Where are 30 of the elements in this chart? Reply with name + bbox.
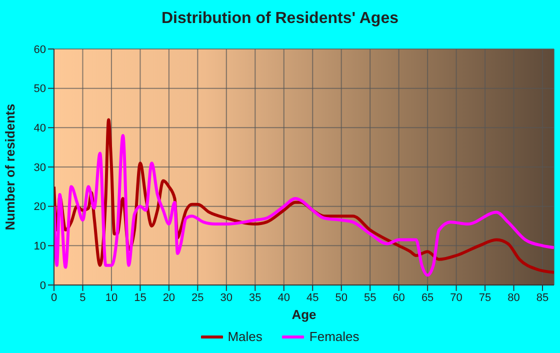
x-tick-label: 30 [220, 292, 233, 304]
x-tick-label: 85 [536, 292, 549, 304]
x-tick-label: 35 [249, 292, 262, 304]
x-tick-label: 10 [105, 292, 118, 304]
y-tick-label: 30 [34, 162, 46, 174]
legend-label: Males [226, 329, 262, 344]
y-tick-label: 10 [34, 240, 46, 253]
x-tick-label: 5 [80, 292, 86, 304]
x-tick-label: 65 [421, 292, 434, 304]
y-tick-label: 50 [34, 83, 46, 96]
y-tick-label: 60 [34, 44, 46, 56]
x-tick-label: 45 [306, 292, 319, 304]
y-tick-label: 0 [40, 280, 46, 292]
x-tick-label: 25 [192, 292, 204, 304]
x-tick-label: 70 [450, 292, 462, 304]
x-axis-title: Age [292, 307, 316, 322]
x-tick-label: 0 [50, 292, 58, 304]
x-tick-label: 50 [335, 292, 348, 304]
chart-title: Distribution of Residents' Ages [160, 10, 400, 28]
x-tick-label: 55 [364, 292, 376, 304]
y-axis-title: Number of residents [2, 104, 18, 230]
x-tick-label: 40 [278, 292, 290, 304]
legend-label: Females [308, 329, 360, 344]
y-tick-label: 40 [34, 122, 46, 135]
x-tick-label: 60 [392, 292, 405, 304]
x-tick-label: 75 [478, 292, 492, 304]
x-tick-label: 80 [508, 292, 520, 304]
x-tick-label: 20 [162, 292, 176, 304]
x-tick-label: 15 [134, 292, 146, 304]
y-tick-label: 20 [34, 201, 46, 214]
